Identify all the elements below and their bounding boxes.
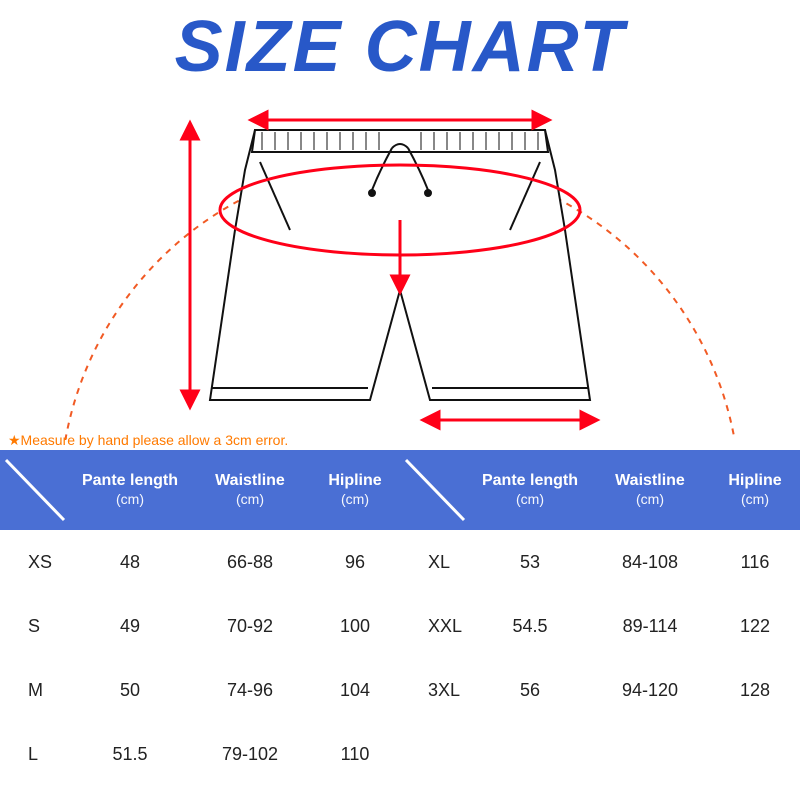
header-label: Waistline [215,471,285,491]
cell-size: XS [0,552,70,573]
table-header: Pante length (cm) Waistline (cm) Hipline… [0,450,800,530]
header-diag-left [0,450,70,530]
cell-size: S [0,616,70,637]
cell-length: 49 [70,616,190,637]
header-label: Pante length [482,471,578,491]
cell-hip: 100 [310,616,400,637]
cell-waist: 94-120 [590,680,710,701]
header-length-right: Pante length (cm) [470,450,590,530]
table-right: XL 53 84-108 116 XXL 54.5 89-114 122 3XL… [400,530,800,786]
table-row: XL 53 84-108 116 [400,530,800,594]
cell-waist: 70-92 [190,616,310,637]
table-row: S 49 70-92 100 [0,594,400,658]
table-row: M 50 74-96 104 [0,658,400,722]
cell-length: 48 [70,552,190,573]
header-unit: (cm) [636,491,664,509]
size-table: Pante length (cm) Waistline (cm) Hipline… [0,450,800,786]
table-row: XXL 54.5 89-114 122 [400,594,800,658]
cell-waist: 79-102 [190,744,310,765]
measure-note: ★Measure by hand please allow a 3cm erro… [8,432,288,449]
cell-hip: 96 [310,552,400,573]
cell-length: 54.5 [470,616,590,637]
header-unit: (cm) [236,491,264,509]
header-label: Pante length [82,471,178,491]
table-body: XS 48 66-88 96 S 49 70-92 100 M 50 74-96… [0,530,800,786]
cell-size: 3XL [400,680,470,701]
header-length-left: Pante length (cm) [70,450,190,530]
table-left: XS 48 66-88 96 S 49 70-92 100 M 50 74-96… [0,530,400,786]
cell-waist: 89-114 [590,616,710,637]
cell-waist: 66-88 [190,552,310,573]
cell-hip: 128 [710,680,800,701]
table-row: XS 48 66-88 96 [0,530,400,594]
header-waist-right: Waistline (cm) [590,450,710,530]
cell-hip: 122 [710,616,800,637]
header-waist-left: Waistline (cm) [190,450,310,530]
header-hip-left: Hipline (cm) [310,450,400,530]
header-unit: (cm) [516,491,544,509]
page-title: SIZE CHART [0,6,800,88]
cell-size: M [0,680,70,701]
cell-length: 51.5 [70,744,190,765]
header-hip-right: Hipline (cm) [710,450,800,530]
cell-hip: 110 [310,744,400,765]
table-row: L 51.5 79-102 110 [0,722,400,786]
cell-waist: 74-96 [190,680,310,701]
header-diag-right [400,450,470,530]
cell-length: 50 [70,680,190,701]
cell-length: 53 [470,552,590,573]
cell-waist: 84-108 [590,552,710,573]
cell-length: 56 [470,680,590,701]
table-row: 3XL 56 94-120 128 [400,658,800,722]
cell-hip: 116 [710,552,800,573]
cell-size: XL [400,552,470,573]
header-label: Hipline [328,471,381,491]
header-label: Hipline [728,471,781,491]
cell-size: L [0,744,70,765]
header-unit: (cm) [741,491,769,509]
cell-size: XXL [400,616,470,637]
shorts-diagram [0,90,800,440]
header-unit: (cm) [116,491,144,509]
cell-hip: 104 [310,680,400,701]
header-unit: (cm) [341,491,369,509]
header-label: Waistline [615,471,685,491]
